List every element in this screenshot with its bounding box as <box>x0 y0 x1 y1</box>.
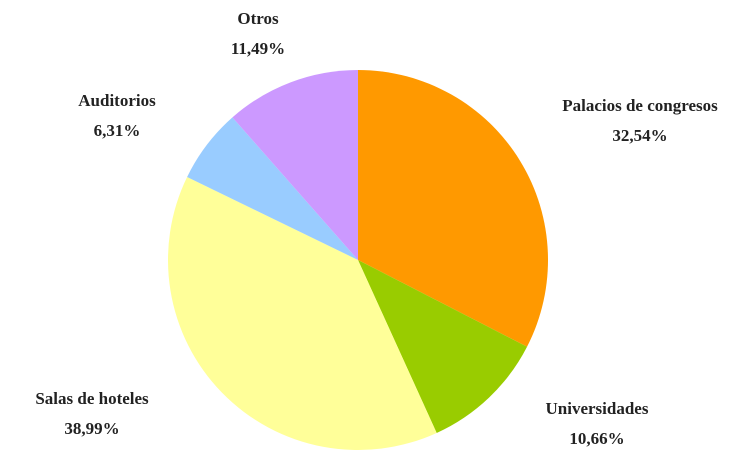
slice-value-label: 38,99% <box>64 419 119 438</box>
slice-label: Universidades <box>546 399 649 418</box>
slice-label: Salas de hoteles <box>35 389 149 408</box>
slice-label: Auditorios <box>78 91 156 110</box>
pie-slice <box>168 176 437 450</box>
slice-value-label: 11,49% <box>231 39 285 58</box>
pie-slice <box>232 70 358 260</box>
slice-value-label: 6,31% <box>94 121 141 140</box>
pie-slice <box>358 260 528 433</box>
slice-label: Otros <box>237 9 279 28</box>
slice-label: Palacios de congresos <box>562 96 718 115</box>
slice-value-label: 10,66% <box>569 429 624 448</box>
pie-slice <box>358 70 548 347</box>
slice-value-label: 32,54% <box>612 126 667 145</box>
pie-slice <box>187 117 358 260</box>
